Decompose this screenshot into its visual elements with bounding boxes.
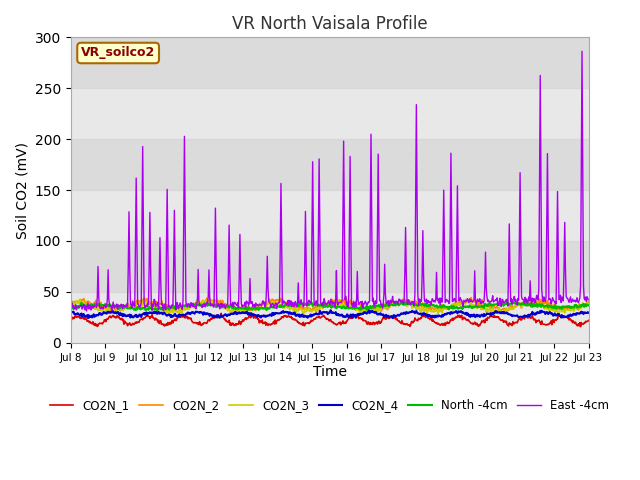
CO2N_4 — [409, 309, 417, 314]
CO2N_2 — [393, 300, 401, 305]
Line: CO2N_3: CO2N_3 — [70, 300, 589, 315]
CO2N_4 — [129, 314, 137, 320]
East -4cm — [83, 308, 90, 314]
CO2N_1 — [209, 314, 217, 320]
North -4cm — [393, 301, 401, 307]
CO2N_3 — [393, 300, 401, 306]
CO2N_4 — [76, 312, 84, 317]
North -4cm — [129, 306, 137, 312]
CO2N_2 — [76, 301, 84, 307]
CO2N_2 — [129, 302, 137, 308]
North -4cm — [585, 302, 593, 308]
CO2N_3 — [130, 302, 138, 308]
CO2N_1 — [585, 318, 593, 324]
CO2N_2 — [67, 300, 74, 306]
North -4cm — [183, 302, 191, 308]
North -4cm — [76, 303, 84, 309]
CO2N_2 — [408, 301, 416, 307]
Title: VR North Vaisala Profile: VR North Vaisala Profile — [232, 15, 428, 33]
Bar — [70, 37, 589, 88]
East -4cm — [76, 303, 84, 309]
CO2N_3 — [210, 303, 218, 309]
CO2N_1 — [182, 315, 189, 321]
North -4cm — [210, 302, 218, 308]
East -4cm — [408, 300, 416, 306]
CO2N_1 — [577, 324, 584, 329]
CO2N_1 — [67, 317, 74, 323]
North -4cm — [67, 306, 74, 312]
CO2N_4 — [182, 311, 189, 317]
CO2N_2 — [585, 299, 593, 305]
CO2N_3 — [183, 303, 191, 309]
East -4cm — [578, 48, 586, 54]
East -4cm — [585, 297, 593, 302]
Line: CO2N_1: CO2N_1 — [70, 313, 589, 326]
CO2N_2 — [312, 310, 320, 315]
East -4cm — [183, 302, 191, 308]
CO2N_4 — [209, 314, 217, 320]
CO2N_3 — [408, 305, 416, 311]
CO2N_2 — [182, 301, 189, 307]
Line: East -4cm: East -4cm — [70, 51, 589, 311]
East -4cm — [210, 304, 218, 310]
CO2N_1 — [129, 321, 137, 327]
X-axis label: Time: Time — [312, 365, 347, 379]
Legend: CO2N_1, CO2N_2, CO2N_3, CO2N_4, North -4cm, East -4cm: CO2N_1, CO2N_2, CO2N_3, CO2N_4, North -4… — [45, 395, 614, 417]
CO2N_2 — [467, 295, 475, 300]
CO2N_1 — [393, 316, 401, 322]
CO2N_1 — [76, 315, 84, 321]
CO2N_3 — [67, 300, 74, 306]
CO2N_1 — [408, 318, 416, 324]
CO2N_3 — [77, 300, 84, 305]
East -4cm — [393, 299, 401, 304]
Line: North -4cm: North -4cm — [70, 302, 589, 310]
CO2N_4 — [585, 310, 593, 315]
North -4cm — [141, 307, 149, 313]
CO2N_2 — [209, 299, 217, 305]
CO2N_4 — [388, 315, 396, 321]
CO2N_3 — [488, 312, 495, 318]
Bar — [70, 241, 589, 292]
Bar — [70, 139, 589, 190]
CO2N_3 — [76, 297, 84, 302]
East -4cm — [130, 300, 138, 306]
CO2N_4 — [67, 311, 74, 316]
Y-axis label: Soil CO2 (mV): Soil CO2 (mV) — [15, 142, 29, 239]
Line: CO2N_2: CO2N_2 — [70, 298, 589, 312]
North -4cm — [408, 301, 416, 307]
CO2N_1 — [218, 311, 225, 316]
North -4cm — [509, 299, 517, 305]
Text: VR_soilco2: VR_soilco2 — [81, 47, 156, 60]
CO2N_3 — [585, 300, 593, 306]
East -4cm — [67, 306, 74, 312]
Line: CO2N_4: CO2N_4 — [70, 310, 589, 318]
CO2N_4 — [394, 312, 401, 318]
CO2N_4 — [365, 307, 372, 313]
